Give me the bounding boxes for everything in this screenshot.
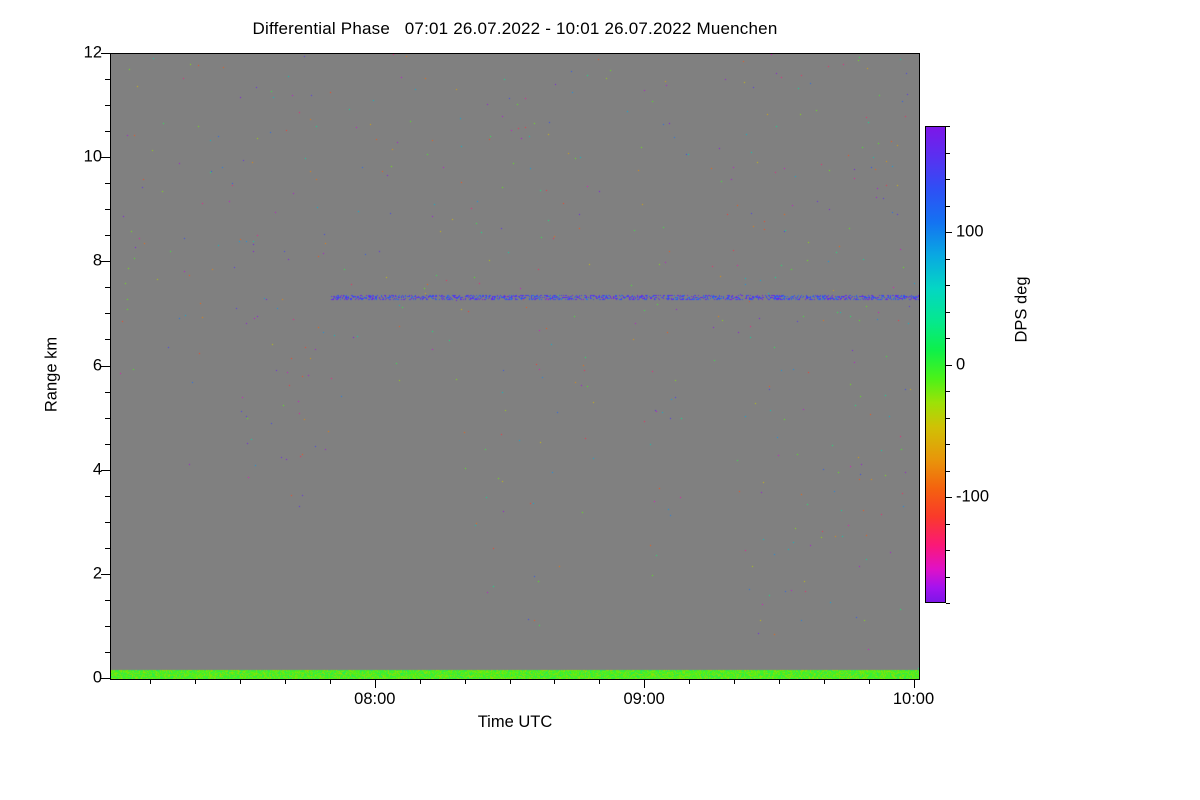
y-tick-minor <box>105 105 110 106</box>
colorbar-tick <box>946 285 950 286</box>
y-tick-label: 6 <box>92 356 102 374</box>
colorbar-title: DPS deg <box>1012 276 1031 343</box>
colorbar-tick <box>946 206 950 207</box>
y-tick-label: 2 <box>92 564 102 583</box>
colorbar-tick <box>946 365 952 366</box>
y-tick-minor <box>105 600 110 601</box>
x-tick-major <box>644 679 645 688</box>
colorbar-tick <box>946 259 950 260</box>
y-tick-minor <box>105 183 110 184</box>
x-tick-minor <box>240 679 241 684</box>
y-tick-minor <box>105 418 110 419</box>
y-tick-minor <box>105 392 110 393</box>
x-tick-label: 08:00 <box>354 690 396 708</box>
y-tick-minor <box>105 339 110 340</box>
y-tick-label: 12 <box>83 43 102 62</box>
chart-title: Differential Phase 07:01 26.07.2022 - 10… <box>252 19 778 38</box>
y-tick-major <box>101 157 110 158</box>
y-tick-label: 8 <box>92 251 102 270</box>
x-tick-minor <box>734 679 735 684</box>
colorbar-tick <box>946 550 950 551</box>
x-axis-title: Time UTC <box>477 713 553 731</box>
y-tick-minor <box>105 548 110 549</box>
x-axis-tick-labels: 08:00 09:00 10:00 <box>110 690 934 714</box>
colorbar-tick-label: 100 <box>956 222 984 241</box>
x-tick-minor <box>330 679 331 684</box>
x-tick-minor <box>285 679 286 684</box>
colorbar-tick <box>946 126 950 127</box>
x-tick-minor <box>869 679 870 684</box>
y-axis-ticks <box>101 53 111 679</box>
x-tick-minor <box>465 679 466 684</box>
colorbar-tick-label: -100 <box>956 487 990 506</box>
x-tick-minor <box>195 679 196 684</box>
y-tick-minor <box>105 235 110 236</box>
colorbar-gradient <box>925 126 946 603</box>
y-tick-minor <box>105 131 110 132</box>
colorbar-tick <box>946 497 952 498</box>
colorbar-tick <box>946 232 952 233</box>
plot-area <box>110 53 920 680</box>
y-axis-title: Range km <box>42 336 61 413</box>
x-tick-major <box>375 679 376 688</box>
y-tick-major <box>101 53 110 54</box>
colorbar-tick <box>946 524 950 525</box>
colorbar-tick <box>946 153 950 154</box>
colorbar-tick-label: 0 <box>956 355 966 373</box>
y-tick-minor <box>105 287 110 288</box>
x-tick-minor <box>510 679 511 684</box>
y-axis-tick-labels: 0 2 4 6 8 10 12 <box>58 44 102 687</box>
x-tick-label: 09:00 <box>623 690 665 708</box>
y-tick-major <box>101 261 110 262</box>
colorbar-tick <box>946 312 950 313</box>
x-tick-major <box>914 679 915 688</box>
x-tick-minor <box>599 679 600 684</box>
colorbar-tick <box>946 471 950 472</box>
y-tick-minor <box>105 444 110 445</box>
y-tick-major <box>101 470 110 471</box>
y-tick-major <box>101 678 110 679</box>
y-tick-label: 0 <box>92 668 102 687</box>
y-tick-minor <box>105 209 110 210</box>
x-tick-minor <box>824 679 825 684</box>
y-tick-major <box>101 366 110 367</box>
radar-heatmap <box>111 54 919 679</box>
x-tick-minor <box>689 679 690 684</box>
colorbar-tick <box>946 418 950 419</box>
colorbar-tick <box>946 577 950 578</box>
y-tick-label: 4 <box>92 460 102 479</box>
x-tick-minor <box>150 679 151 684</box>
y-tick-minor <box>105 626 110 627</box>
colorbar-tick <box>946 338 950 339</box>
x-tick-minor <box>779 679 780 684</box>
x-tick-minor <box>554 679 555 684</box>
x-axis-ticks <box>110 679 920 689</box>
x-tick-minor <box>420 679 421 684</box>
y-tick-minor <box>105 496 110 497</box>
y-tick-label: 10 <box>83 147 102 166</box>
colorbar-tick <box>946 444 950 445</box>
y-tick-minor <box>105 313 110 314</box>
colorbar: 100 0 -100 <box>925 126 989 604</box>
colorbar-tick <box>946 603 950 604</box>
x-tick-label: 10:00 <box>892 690 935 708</box>
y-tick-minor <box>105 522 110 523</box>
colorbar-tick <box>946 391 950 392</box>
y-tick-minor <box>105 79 110 80</box>
colorbar-tick <box>946 179 950 180</box>
y-tick-minor <box>105 652 110 653</box>
y-tick-major <box>101 574 110 575</box>
